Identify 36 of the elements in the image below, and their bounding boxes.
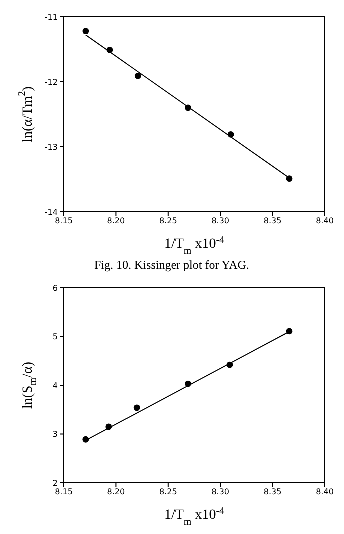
y-tick-label: -14 — [44, 208, 58, 217]
x-tick-label: 8.30 — [212, 216, 230, 226]
x-tick-label: 8.30 — [212, 488, 230, 497]
x-tick-label: 8.35 — [264, 216, 282, 226]
caption: Fig. 10. Kissinger plot for YAG. — [94, 258, 250, 273]
y-tick-label: 3 — [52, 430, 58, 440]
point — [185, 380, 192, 388]
y-tick-label: 5 — [52, 332, 58, 342]
x-tick-label: 8.40 — [316, 488, 334, 497]
point — [226, 362, 234, 368]
x-tick-label: 8.20 — [107, 488, 126, 497]
y-tick-label: -11 — [44, 12, 58, 22]
x-tick-label: 8.15 — [55, 488, 73, 497]
x-tick-label: 8.20 — [107, 216, 126, 226]
x-axis-title: 1/T$_{m}$ x10$^{-4}$ — [164, 234, 225, 256]
point — [82, 436, 90, 443]
point — [134, 72, 142, 80]
y-tick-label: -13 — [44, 142, 58, 152]
x-tick-label: 8.40 — [316, 216, 334, 226]
point — [134, 404, 140, 412]
point — [106, 46, 114, 54]
y-tick-label: 2 — [52, 478, 58, 488]
point — [228, 131, 234, 138]
y-tick-label: -12 — [44, 78, 58, 87]
y-tick-label: 6 — [52, 284, 58, 293]
point — [106, 424, 112, 430]
x-tick-label: 8.25 — [159, 216, 178, 226]
x-tick-label: 8.35 — [264, 488, 282, 497]
x-tick-label: 8.15 — [55, 216, 73, 226]
point — [286, 176, 293, 182]
point — [286, 328, 293, 335]
point — [82, 28, 90, 34]
point — [185, 104, 192, 112]
x-tick-label: 8.25 — [159, 488, 178, 497]
x-axis-title: 1/T$_{m}$ x10$^{-4}$ — [164, 506, 225, 528]
y-tick-label: 4 — [52, 381, 58, 390]
